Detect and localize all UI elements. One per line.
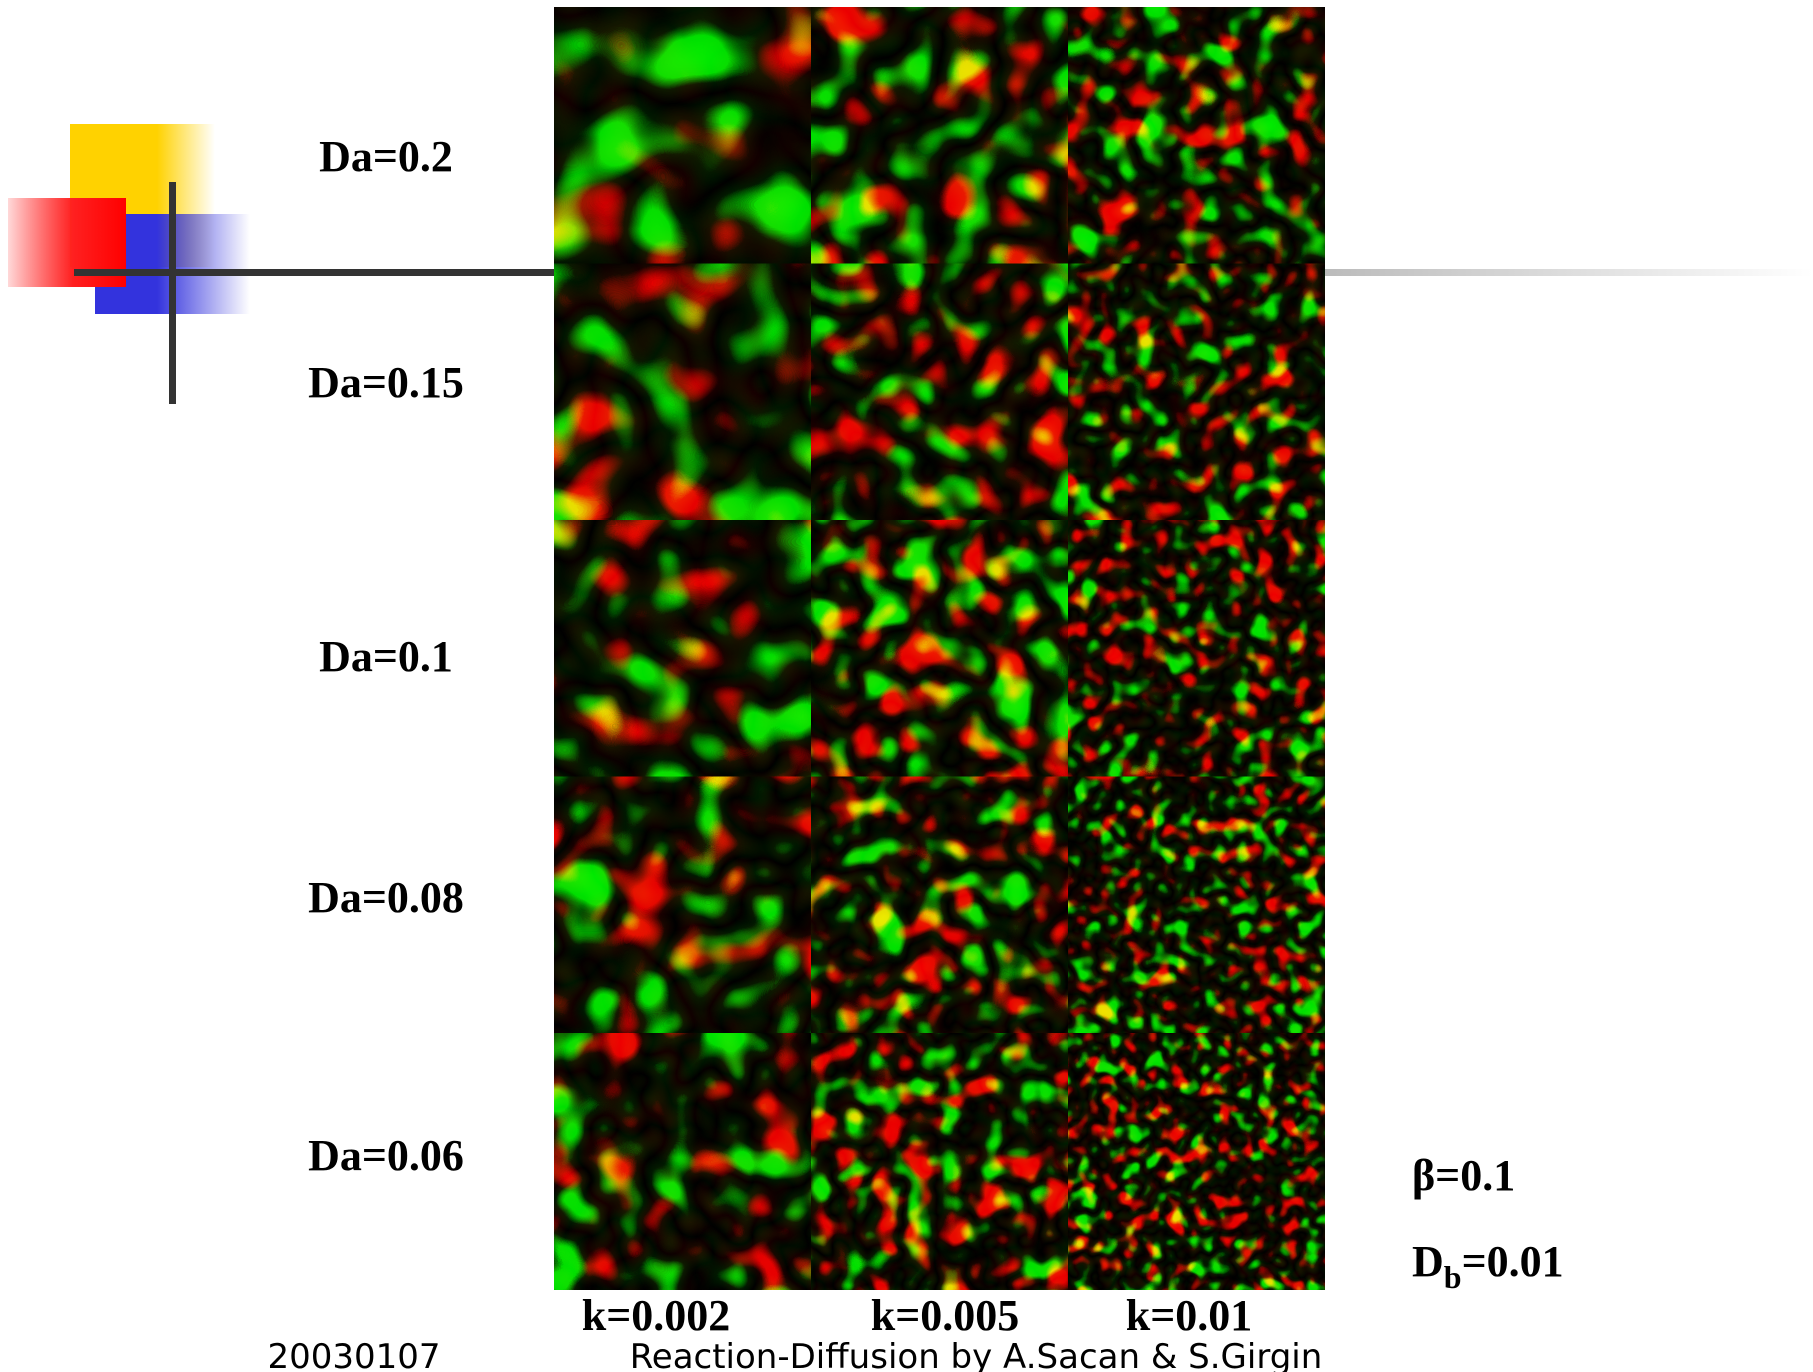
row-label: Da=0.2	[319, 132, 453, 181]
column-label: k=0.002	[582, 1291, 731, 1340]
pattern-cell	[811, 520, 1068, 777]
column-label: k=0.01	[1126, 1291, 1253, 1340]
footer-title: Reaction-Diffusion by A.Sacan & S.Girgin	[630, 1337, 1323, 1372]
pattern-cell	[554, 7, 811, 264]
footer-date: 20030107	[267, 1337, 440, 1372]
beta-parameter: β=0.1	[1412, 1151, 1515, 1200]
pattern-cell	[1068, 7, 1325, 264]
pattern-cell	[811, 7, 1068, 264]
column-label: k=0.005	[871, 1291, 1020, 1340]
pattern-cell	[811, 776, 1068, 1034]
rule-line	[74, 269, 564, 276]
row-label: Da=0.06	[308, 1131, 464, 1180]
pattern-cell	[1068, 263, 1325, 521]
pattern-cell	[811, 1033, 1068, 1290]
pattern-cell	[1068, 520, 1325, 777]
pattern-cell	[1068, 776, 1325, 1034]
pattern-cell	[554, 263, 811, 521]
pattern-cell	[554, 1033, 811, 1290]
row-label: Da=0.08	[308, 873, 464, 922]
value: =0.01	[1462, 1237, 1564, 1286]
row-label: Da=0.1	[319, 632, 453, 681]
rule-fade	[1325, 269, 1813, 276]
subscript: b	[1444, 1259, 1462, 1295]
pattern-grid	[554, 7, 1325, 1290]
pattern-cell	[554, 520, 811, 777]
symbol: D	[1412, 1237, 1444, 1286]
pattern-cell	[1068, 1033, 1325, 1290]
pattern-cell	[554, 776, 811, 1034]
pattern-cell	[811, 263, 1068, 521]
diffusion-parameter: Db=0.01	[1412, 1237, 1564, 1295]
row-label: Da=0.15	[308, 358, 464, 407]
logo-vertical-line	[169, 182, 176, 404]
